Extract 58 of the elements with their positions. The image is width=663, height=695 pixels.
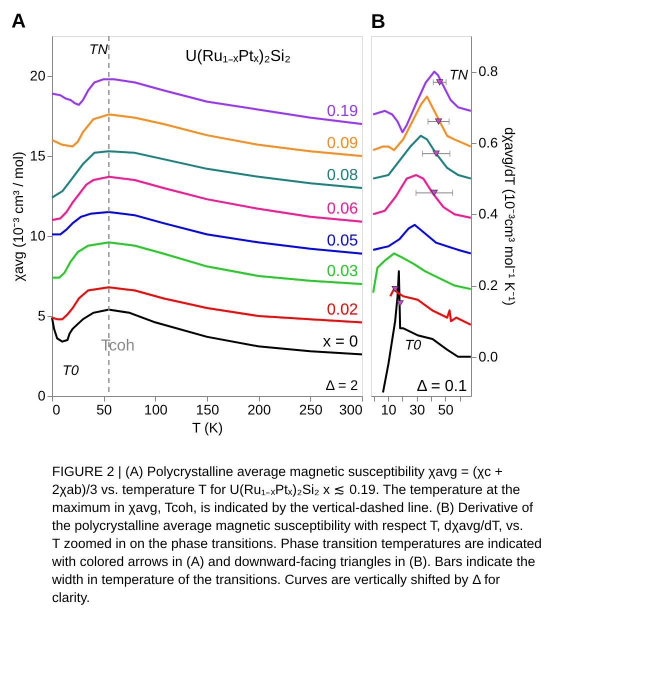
x-tick-label: 10 bbox=[380, 402, 397, 418]
series-label: x = 0 bbox=[322, 333, 358, 350]
point bbox=[392, 286, 399, 292]
x-tick-label: 30 bbox=[409, 402, 426, 418]
point bbox=[432, 150, 440, 157]
x-tick-label: 150 bbox=[196, 402, 220, 418]
series-label: 0.09 bbox=[326, 135, 358, 152]
y-tick-label: 0.8 bbox=[478, 63, 498, 80]
series-label: 0.19 bbox=[326, 103, 358, 120]
y-axis-title: χavg (10⁻³ cm³ / mol) bbox=[10, 152, 26, 282]
x-axis-title: T (K) bbox=[192, 420, 223, 436]
y-tick-label: 0.4 bbox=[478, 206, 498, 222]
annotation: TN bbox=[449, 66, 469, 83]
line-series bbox=[382, 270, 472, 394]
line-series bbox=[51, 150, 363, 199]
point bbox=[396, 300, 404, 306]
x-tick-label: 250 bbox=[299, 402, 323, 418]
y-tick-label: 10 bbox=[30, 228, 46, 244]
line-series bbox=[372, 134, 472, 180]
x-tick-label: 50 bbox=[96, 402, 112, 418]
y-tick-label: 15 bbox=[30, 148, 46, 164]
line-series bbox=[51, 78, 363, 125]
point bbox=[436, 79, 444, 86]
series-label: 0.03 bbox=[326, 263, 358, 280]
chart-title: A bbox=[11, 10, 26, 32]
annotation: Δ = 2 bbox=[326, 377, 358, 393]
x-tick-label: 100 bbox=[144, 402, 168, 418]
y-tick-label: 0.6 bbox=[478, 134, 498, 150]
ref-line-label: Tcoh bbox=[100, 338, 135, 355]
line-series bbox=[372, 96, 472, 152]
line-series bbox=[372, 70, 472, 134]
annotation: T0 bbox=[62, 362, 79, 378]
y-tick-label: 0.0 bbox=[478, 348, 498, 364]
point bbox=[435, 118, 442, 125]
line-series bbox=[372, 224, 472, 254]
y-axis-title: dχavg/dT (10⁻³cm³ mol⁻¹ K⁻¹) bbox=[502, 127, 518, 306]
annotation: T0 bbox=[404, 336, 422, 353]
line-series bbox=[372, 252, 472, 294]
x-tick-label: 300 bbox=[339, 402, 363, 418]
line-series bbox=[51, 286, 363, 324]
annotation: U(Ru₁₋ₓPtₓ)₂Si₂ bbox=[185, 48, 291, 65]
annotation: Δ = 0.1 bbox=[416, 378, 468, 395]
series-label: 0.08 bbox=[326, 167, 358, 184]
y-tick-label: 5 bbox=[38, 308, 46, 324]
y-tick-label: 20 bbox=[30, 68, 46, 84]
series-label: 0.05 bbox=[326, 232, 358, 250]
line-series bbox=[372, 174, 472, 219]
series-label: 0.02 bbox=[326, 301, 358, 318]
y-tick-label: 0.2 bbox=[478, 277, 498, 294]
point bbox=[430, 190, 438, 196]
x-tick-label: 0 bbox=[52, 402, 60, 418]
y-tick-label: 0 bbox=[38, 388, 46, 404]
annotation: TN bbox=[89, 41, 109, 57]
caption: FIGURE 2 | (A) Polycrystalline average magnetic susceptibility χavg = (χc + 2χab)/3 vs. temperature T for U(Ru₁₋ₓPtₓ)₂Si₂ x ≲ 0.19. The temperature at the maximum in χavg, Tcoh, is indicated by the vertical-dashed line. (B) Derivative of the polycrystalline average magnetic susceptibility with respect T, dχavg/dT, vs. T zoomed in on the phase transitions. Phase transition temperatures are indicated with colored arrows in (A) and downward-facing triangles in (B). Bars indicate the width in temperature of the transitions. Curves are vertically shifted by Δ for clarity. bbox=[51, 464, 542, 605]
series-label: 0.06 bbox=[326, 200, 358, 218]
x-tick-label: 200 bbox=[247, 402, 272, 418]
x-tick-label: 50 bbox=[438, 402, 454, 418]
chart-title: B bbox=[371, 11, 386, 33]
